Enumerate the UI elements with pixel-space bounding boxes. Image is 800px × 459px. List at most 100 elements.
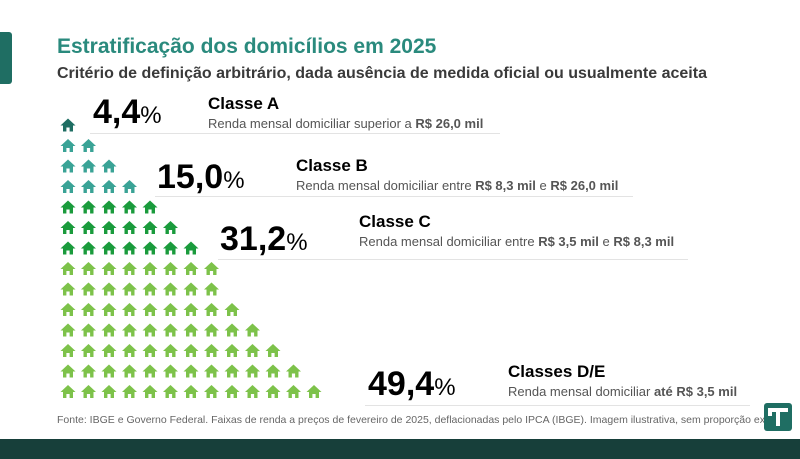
house-icon [81, 364, 96, 378]
house-icon [245, 364, 260, 378]
house-icon [224, 303, 240, 316]
house-icon [183, 303, 199, 316]
desc-classe-a: Renda mensal domiciliar superior a R$ 26… [208, 116, 484, 131]
house-icon [183, 323, 199, 337]
house-icon [60, 221, 76, 234]
house-icon [122, 200, 137, 214]
house-icon [60, 385, 76, 398]
house-icon [101, 262, 117, 275]
house-icon [163, 385, 178, 398]
source-note: Fonte: IBGE e Governo Federal. Faixas de… [57, 414, 783, 426]
house-icon [101, 200, 117, 214]
house-icon [122, 323, 137, 337]
house-icon [81, 221, 96, 234]
house-icon [204, 344, 219, 357]
house-icon [81, 303, 96, 316]
house-icon [142, 385, 158, 398]
house-icon [142, 344, 158, 357]
house-icon [306, 385, 322, 398]
house-icon [122, 344, 137, 357]
house-icon [60, 159, 76, 173]
house-icon [81, 323, 96, 337]
house-icon [163, 303, 178, 316]
divider-classe-a [90, 133, 500, 134]
house-icon [60, 323, 76, 337]
house-icon [101, 303, 117, 316]
house-icon [81, 262, 96, 275]
house-icon [286, 364, 301, 378]
house-icon [101, 282, 117, 296]
house-icon [204, 303, 219, 316]
name-classe-a: Classe A [208, 94, 280, 113]
house-icon [142, 241, 158, 255]
house-icon [81, 344, 96, 357]
house-icon [142, 221, 158, 234]
house-icon [183, 241, 199, 255]
house-icon [163, 323, 178, 337]
house-icon [101, 221, 117, 234]
house-icon [101, 180, 117, 193]
pct-classe-c: 31,2% [220, 220, 308, 258]
house-icon [142, 303, 158, 316]
house-icon [60, 262, 76, 275]
house-icon [183, 282, 199, 296]
house-icon [60, 344, 76, 357]
house-icon [122, 364, 137, 378]
house-icon [163, 241, 178, 255]
house-icon [122, 385, 137, 398]
house-icon [204, 364, 219, 378]
house-icon [245, 385, 260, 398]
house-icon [163, 221, 178, 234]
divider-classe-b [155, 196, 633, 197]
house-icon [81, 241, 96, 255]
house-icon [101, 159, 117, 173]
house-icon [183, 385, 199, 398]
name-classes-de: Classes D/E [508, 362, 606, 381]
house-icon [245, 344, 260, 357]
house-icon [122, 303, 137, 316]
accent-bar [0, 32, 12, 84]
house-icon [60, 139, 76, 152]
house-icon [265, 385, 281, 398]
house-icon [204, 282, 219, 296]
house-icon [101, 364, 117, 378]
house-icon [142, 200, 158, 214]
house-icon [81, 200, 96, 214]
house-icon [60, 200, 76, 214]
house-icon [163, 344, 178, 357]
house-icon [142, 262, 158, 275]
desc-classe-c: Renda mensal domiciliar entre R$ 3,5 mil… [359, 234, 675, 249]
house-icon [60, 282, 76, 296]
house-icon [265, 364, 281, 378]
house-icon [60, 364, 76, 378]
house-icon [245, 323, 260, 337]
house-icon [122, 180, 137, 193]
house-icon [163, 364, 178, 378]
divider-classe-c [218, 259, 688, 260]
house-icon [81, 159, 96, 173]
chart-subtitle: Critério de definição arbitrário, dada a… [57, 65, 707, 82]
house-icon [286, 385, 301, 398]
desc-classe-b: Renda mensal domiciliar entre R$ 8,3 mil… [296, 178, 619, 193]
divider-classes-de [365, 405, 750, 406]
house-icon [122, 241, 137, 255]
pct-classes-de: 49,4% [368, 365, 456, 403]
house-icon [142, 282, 158, 296]
desc-classes-de: Renda mensal domiciliar até R$ 3,5 mil [508, 384, 738, 399]
house-icon [81, 282, 96, 296]
house-icon [224, 323, 240, 337]
house-icon [204, 323, 219, 337]
house-icon [163, 262, 178, 275]
house-icon [101, 241, 117, 255]
house-icon [60, 180, 76, 193]
house-pictogram [60, 118, 322, 398]
house-icon [224, 364, 240, 378]
name-classe-b: Classe B [296, 156, 368, 175]
house-icon [101, 344, 117, 357]
house-icon [204, 262, 219, 275]
house-icon [81, 385, 96, 398]
house-icon [81, 180, 96, 193]
house-icon [101, 385, 117, 398]
house-icon [163, 282, 178, 296]
house-icon [142, 364, 158, 378]
